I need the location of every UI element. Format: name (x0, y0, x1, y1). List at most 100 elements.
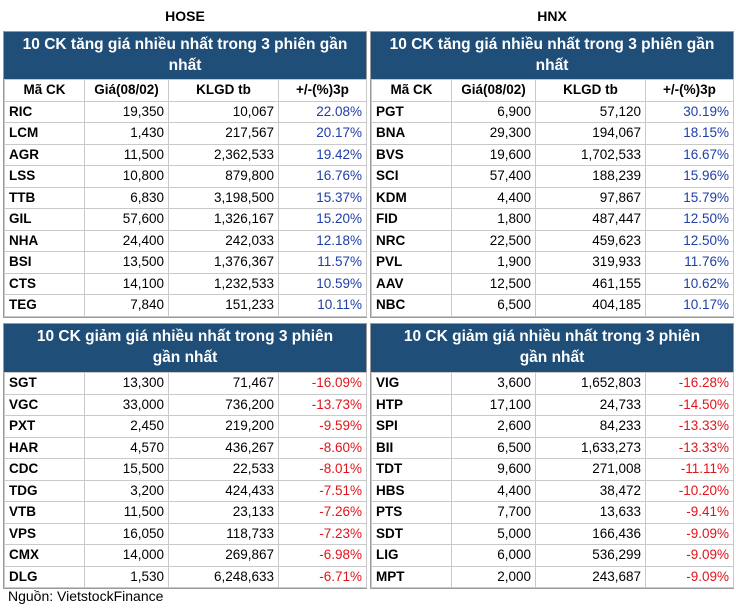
volume-cell: 217,567 (168, 122, 279, 145)
change-cell: 19.42% (278, 143, 367, 166)
price-cell: 13,300 (84, 372, 169, 395)
stock-symbol: VTB (4, 501, 85, 524)
change-cell: 11.76% (645, 251, 734, 274)
hose-losers-panel: 10 CK giảm giá nhiều nhất trong 3 phiên … (3, 323, 367, 589)
table-row: PVL 1,900 319,933 11.76% (371, 251, 734, 274)
stock-symbol: SGT (4, 372, 85, 395)
hnx-gainers-panel: 10 CK tăng giá nhiều nhất trong 3 phiên … (370, 31, 734, 318)
table-row: TEG 7,840 151,233 10.11% (4, 294, 367, 317)
change-cell: -7.26% (278, 501, 367, 524)
volume-cell: 23,133 (168, 501, 279, 524)
table-row: LSS 10,800 879,800 16.76% (4, 165, 367, 188)
table-row: VIG 3,600 1,652,803 -16.28% (371, 372, 734, 395)
table-row: DLG 1,530 6,248,633 -6.71% (4, 565, 367, 588)
volume-cell: 424,433 (168, 479, 279, 502)
hnx-losers-title: 10 CK giảm giá nhiều nhất trong 3 phiên … (371, 324, 733, 372)
col-header-price: Giá(08/02) (84, 79, 169, 102)
table-row: SGT 13,300 71,467 -16.09% (4, 372, 367, 395)
stock-symbol: MPT (371, 565, 452, 588)
change-cell: 11.57% (278, 251, 367, 274)
price-cell: 6,000 (451, 544, 536, 567)
price-cell: 4,570 (84, 436, 169, 459)
table-row: TTB 6,830 3,198,500 15.37% (4, 186, 367, 209)
stock-symbol: PVL (371, 251, 452, 274)
stock-symbol: FID (371, 208, 452, 231)
volume-cell: 243,687 (535, 565, 646, 588)
change-cell: 10.62% (645, 272, 734, 295)
col-header-change: +/-(%)3p (645, 79, 734, 102)
price-cell: 19,600 (451, 143, 536, 166)
stock-symbol: LIG (371, 544, 452, 567)
table-row: VGC 33,000 736,200 -13.73% (4, 393, 367, 416)
volume-cell: 38,472 (535, 479, 646, 502)
price-cell: 6,500 (451, 294, 536, 317)
change-cell: -13.33% (645, 436, 734, 459)
price-cell: 14,100 (84, 272, 169, 295)
price-cell: 24,400 (84, 229, 169, 252)
price-cell: 2,450 (84, 415, 169, 438)
table-row: BII 6,500 1,633,273 -13.33% (371, 436, 734, 459)
volume-cell: 536,299 (535, 544, 646, 567)
hose-losers-table: SGT 13,300 71,467 -16.09% VGC 33,000 736,200 -1… (4, 372, 367, 588)
price-cell: 19,350 (84, 100, 169, 123)
volume-cell: 22,533 (168, 458, 279, 481)
change-cell: -6.98% (278, 544, 367, 567)
table-row: CMX 14,000 269,867 -6.98% (4, 544, 367, 567)
volume-cell: 271,008 (535, 458, 646, 481)
volume-cell: 242,033 (168, 229, 279, 252)
table-row: LIG 6,000 536,299 -9.09% (371, 544, 734, 567)
volume-cell: 84,233 (535, 415, 646, 438)
table-row: HBS 4,400 38,472 -10.20% (371, 479, 734, 502)
stock-symbol: NHA (4, 229, 85, 252)
stock-symbol: SDT (371, 522, 452, 545)
stock-symbol: DLG (4, 565, 85, 588)
volume-cell: 879,800 (168, 165, 279, 188)
price-cell: 15,500 (84, 458, 169, 481)
stock-symbol: BII (371, 436, 452, 459)
stock-symbol: PXT (4, 415, 85, 438)
stock-symbol: HTP (371, 393, 452, 416)
volume-cell: 71,467 (168, 372, 279, 395)
col-header-symbol: Mã CK (4, 79, 85, 102)
stock-symbol: GIL (4, 208, 85, 231)
change-cell: -14.50% (645, 393, 734, 416)
volume-cell: 194,067 (535, 122, 646, 145)
table-row: MPT 2,000 243,687 -9.09% (371, 565, 734, 588)
change-cell: 12.50% (645, 208, 734, 231)
stock-symbol: BVS (371, 143, 452, 166)
table-row: HAR 4,570 436,267 -8.60% (4, 436, 367, 459)
table-row: NRC 22,500 459,623 12.50% (371, 229, 734, 252)
volume-cell: 736,200 (168, 393, 279, 416)
stock-symbol: LSS (4, 165, 85, 188)
table-row: NBC 6,500 404,185 10.17% (371, 294, 734, 317)
volume-cell: 459,623 (535, 229, 646, 252)
table-row: FID 1,800 487,447 12.50% (371, 208, 734, 231)
stock-symbol: PGT (371, 100, 452, 123)
col-header-symbol: Mã CK (371, 79, 452, 102)
volume-cell: 2,362,533 (168, 143, 279, 166)
stock-symbol: AAV (371, 272, 452, 295)
price-cell: 2,600 (451, 415, 536, 438)
source-note: Nguồn: VietstockFinance (8, 588, 164, 604)
price-cell: 6,900 (451, 100, 536, 123)
stock-symbol: TTB (4, 186, 85, 209)
price-cell: 11,500 (84, 143, 169, 166)
hose-gainers-panel: 10 CK tăng giá nhiều nhất trong 3 phiên … (3, 31, 367, 318)
change-cell: -10.20% (645, 479, 734, 502)
change-cell: 22.08% (278, 100, 367, 123)
volume-cell: 24,733 (535, 393, 646, 416)
stock-symbol: LCM (4, 122, 85, 145)
table-row: VPS 16,050 118,733 -7.23% (4, 522, 367, 545)
hose-gainers-title: 10 CK tăng giá nhiều nhất trong 3 phiên … (4, 32, 366, 79)
volume-cell: 151,233 (168, 294, 279, 317)
table-row: BNA 29,300 194,067 18.15% (371, 122, 734, 145)
change-cell: 10.11% (278, 294, 367, 317)
table-row: SDT 5,000 166,436 -9.09% (371, 522, 734, 545)
hnx-gainers-table: Mã CK Giá(08/02) KLGD tb +/-(%)3p PGT 6,9… (371, 79, 734, 317)
table-row: NHA 24,400 242,033 12.18% (4, 229, 367, 252)
change-cell: 15.20% (278, 208, 367, 231)
stock-symbol: HAR (4, 436, 85, 459)
table-row: CDC 15,500 22,533 -8.01% (4, 458, 367, 481)
volume-cell: 166,436 (535, 522, 646, 545)
change-cell: -13.33% (645, 415, 734, 438)
